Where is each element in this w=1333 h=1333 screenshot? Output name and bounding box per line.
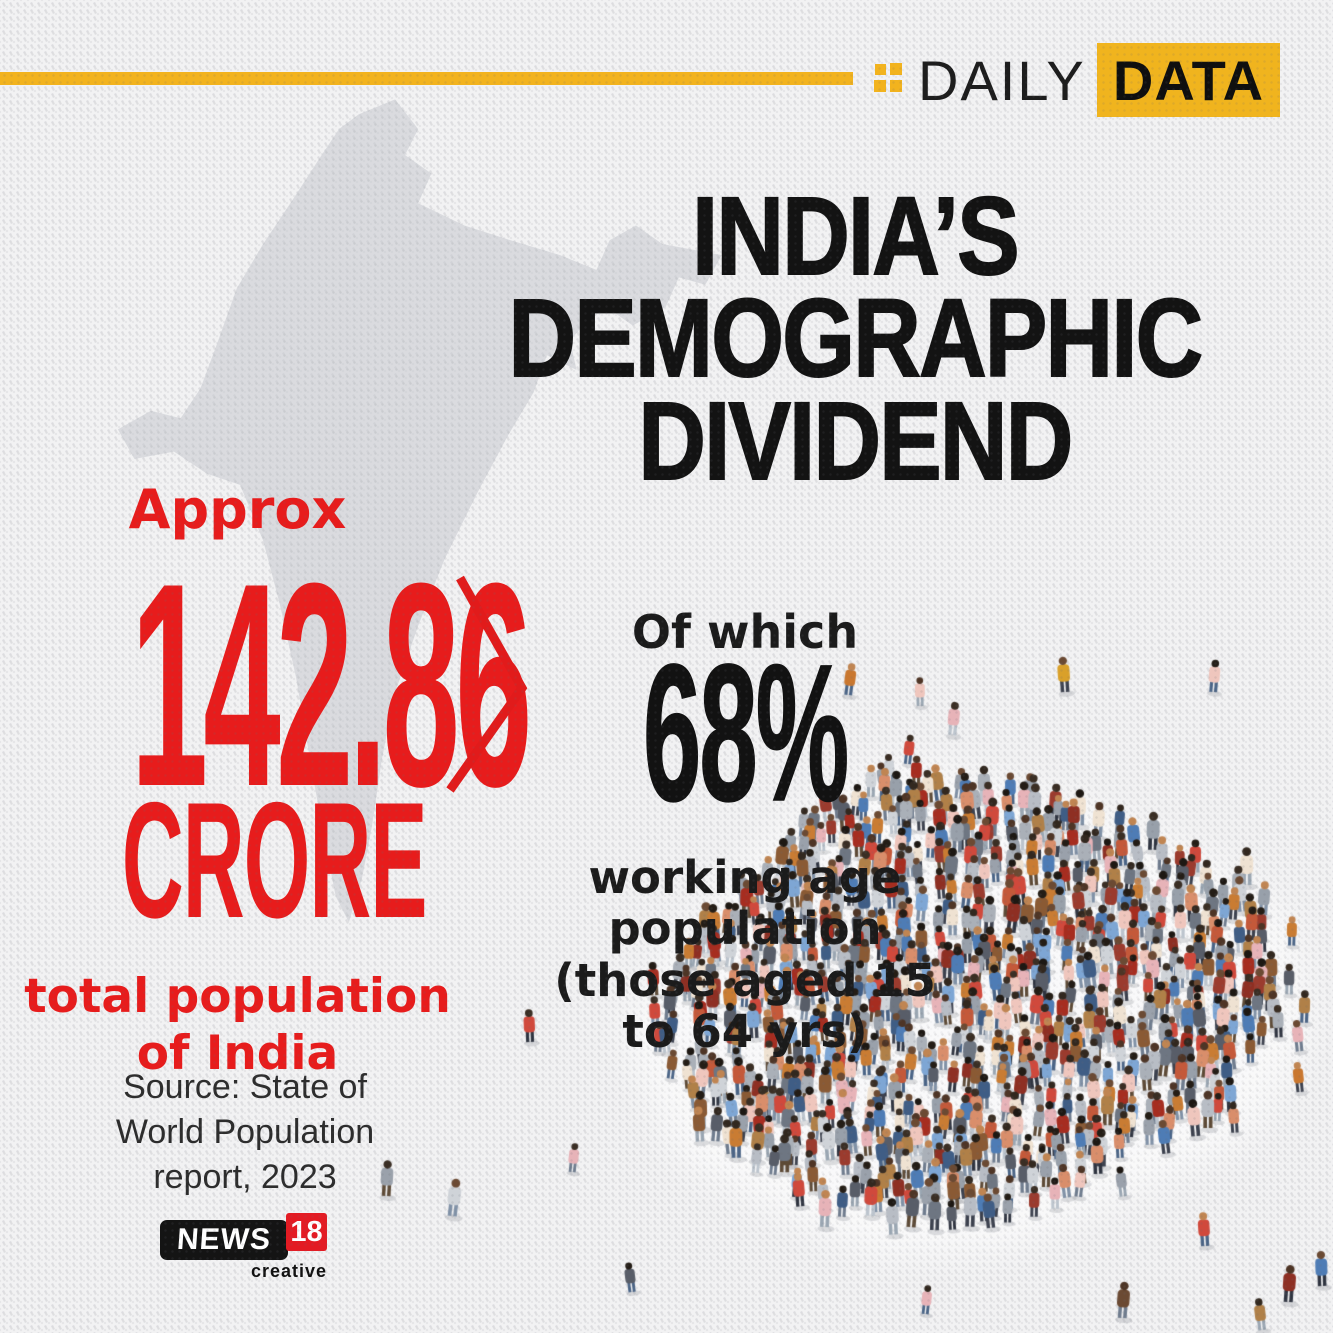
source-note: Source: State of World Population report… [55,1065,435,1201]
population-caption-line-1: total population [24,969,451,1024]
grid-icon-square [890,80,902,92]
source-line-2: World Population [115,1113,375,1152]
total-population-stat: Approx 142.86 CRORE total population of … [15,0,532,1120]
population-caption: total population of India [15,968,460,1083]
working-age-caption-line-4: to 64 yrs) [622,1004,868,1058]
source-line-3: report, 2023 [153,1158,337,1197]
grid-icon-square [875,64,886,75]
headline: INDIA’S DEMOGRAPHIC DIVIDEND [409,175,1302,503]
working-age-caption-line-1: working age [588,851,902,904]
crore-unit-label: CRORE [121,768,428,952]
approx-label: Approx [128,478,347,541]
working-age-caption-line-2: population [608,902,882,956]
red-chevron-icon [446,575,528,793]
brand-data-badge: DATA [1097,43,1280,117]
news18-logo: NEWS [160,1220,288,1260]
working-age-stat: Of which 68% working age population (tho… [535,0,955,1100]
grid-icon [874,63,904,93]
news18-creative-label: creative [250,1261,327,1281]
source-line-1: Source: State of [123,1068,367,1106]
brand-daily-label: DAILY [918,49,1086,112]
headline-line-3: DIVIDEND [638,379,1075,503]
headline-line-1: INDIA’S [691,175,1020,298]
working-age-caption-line-3: (those aged 15 [554,953,936,1007]
headline-line-2: DEMOGRAPHIC [508,277,1204,401]
news18-wordmark: NEWS [175,1223,273,1256]
top-rule [0,72,853,85]
working-age-caption: working age population (those aged 15 to… [535,852,955,1057]
news18-number-badge: 18 [286,1213,327,1251]
grid-icon-square [874,80,886,92]
population-caption-line-2: of India [136,1026,339,1082]
grid-icon-square [890,63,902,75]
percent-value: 68% [642,624,849,842]
of-which-label: Of which [631,605,859,659]
